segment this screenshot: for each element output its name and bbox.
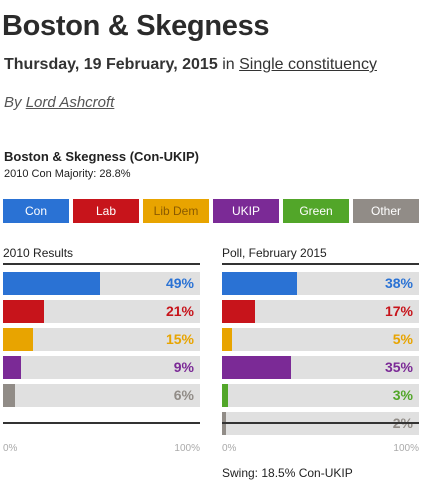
bar-track-con: 38% bbox=[222, 272, 419, 295]
bar-lab bbox=[222, 300, 256, 323]
byline-prefix: By bbox=[4, 94, 22, 111]
bar-con bbox=[222, 272, 297, 295]
bar-other bbox=[3, 384, 15, 407]
category-link[interactable]: Single constituency bbox=[239, 56, 377, 73]
bar-value-label: 9% bbox=[173, 359, 194, 375]
bar-value-label: 35% bbox=[384, 359, 413, 375]
axis-min-label: 0% bbox=[3, 443, 18, 454]
poll-2015-panel: Poll, February 2015 38% 17% 5% 35% 3% 2% 0% 1… bbox=[222, 244, 419, 484]
bar-track-other: 6% bbox=[3, 384, 200, 407]
axis-rule bbox=[3, 422, 200, 424]
page-title: Boston & Skegness bbox=[2, 10, 270, 42]
dateline: Thursday, 19 February, 2015 in Single co… bbox=[4, 56, 377, 74]
results-2010-panel: 2010 Results 49% 21% 15% 9% 6% 0% 100% bbox=[3, 244, 200, 484]
majority-note: 2010 Con Majority: 28.8% bbox=[4, 168, 131, 180]
bar-track-ukip: 35% bbox=[222, 356, 419, 379]
axis-max-label: 100% bbox=[393, 443, 419, 454]
bar-value-label: 38% bbox=[384, 275, 413, 291]
bar-value-label: 49% bbox=[165, 275, 194, 291]
legend-key-lib-dem: Lib Dem bbox=[143, 199, 209, 223]
legend-key-other: Other bbox=[353, 199, 419, 223]
axis-min-label: 0% bbox=[222, 443, 237, 454]
bar-lib-dem bbox=[222, 328, 232, 351]
bar-value-label: 15% bbox=[165, 331, 194, 347]
bar-track-lab: 17% bbox=[222, 300, 419, 323]
bar-con bbox=[3, 272, 100, 295]
bar-lib-dem bbox=[3, 328, 33, 351]
axis-max-label: 100% bbox=[174, 443, 200, 454]
panel-title: Poll, February 2015 bbox=[222, 246, 327, 260]
bar-lab bbox=[3, 300, 45, 323]
panel-title: 2010 Results bbox=[3, 246, 74, 260]
legend-key-con: Con bbox=[3, 199, 69, 223]
byline: By Lord Ashcroft bbox=[4, 94, 114, 111]
bar-track-lib-dem: 5% bbox=[222, 328, 419, 351]
bar-track-ukip: 9% bbox=[3, 356, 200, 379]
chart-title: Boston & Skegness (Con-UKIP) bbox=[4, 149, 200, 164]
bar-track-con: 49% bbox=[3, 272, 200, 295]
bar-green bbox=[222, 384, 228, 407]
bar-track-green: 3% bbox=[222, 384, 419, 407]
bar-value-label: 6% bbox=[173, 387, 194, 403]
post-date: Thursday, 19 February, 2015 bbox=[4, 56, 218, 73]
bar-track-lab: 21% bbox=[3, 300, 200, 323]
axis-rule bbox=[222, 422, 419, 424]
bar-value-label: 5% bbox=[392, 331, 413, 347]
bar-value-label: 3% bbox=[392, 387, 413, 403]
date-connector: in bbox=[222, 56, 235, 73]
bar-ukip bbox=[222, 356, 291, 379]
panel-top-rule bbox=[222, 263, 419, 265]
author-link[interactable]: Lord Ashcroft bbox=[25, 94, 115, 111]
legend-key-green: Green bbox=[283, 199, 349, 223]
panel-top-rule bbox=[3, 263, 200, 265]
party-legend: Con Lab Lib Dem UKIP Green Other bbox=[3, 199, 419, 223]
swing-note: Swing: 18.5% Con-UKIP bbox=[222, 466, 353, 480]
bar-value-label: 17% bbox=[384, 303, 413, 319]
bar-ukip bbox=[3, 356, 21, 379]
bar-value-label: 21% bbox=[165, 303, 194, 319]
bar-track-lib-dem: 15% bbox=[3, 328, 200, 351]
legend-key-ukip: UKIP bbox=[213, 199, 279, 223]
legend-key-lab: Lab bbox=[73, 199, 139, 223]
